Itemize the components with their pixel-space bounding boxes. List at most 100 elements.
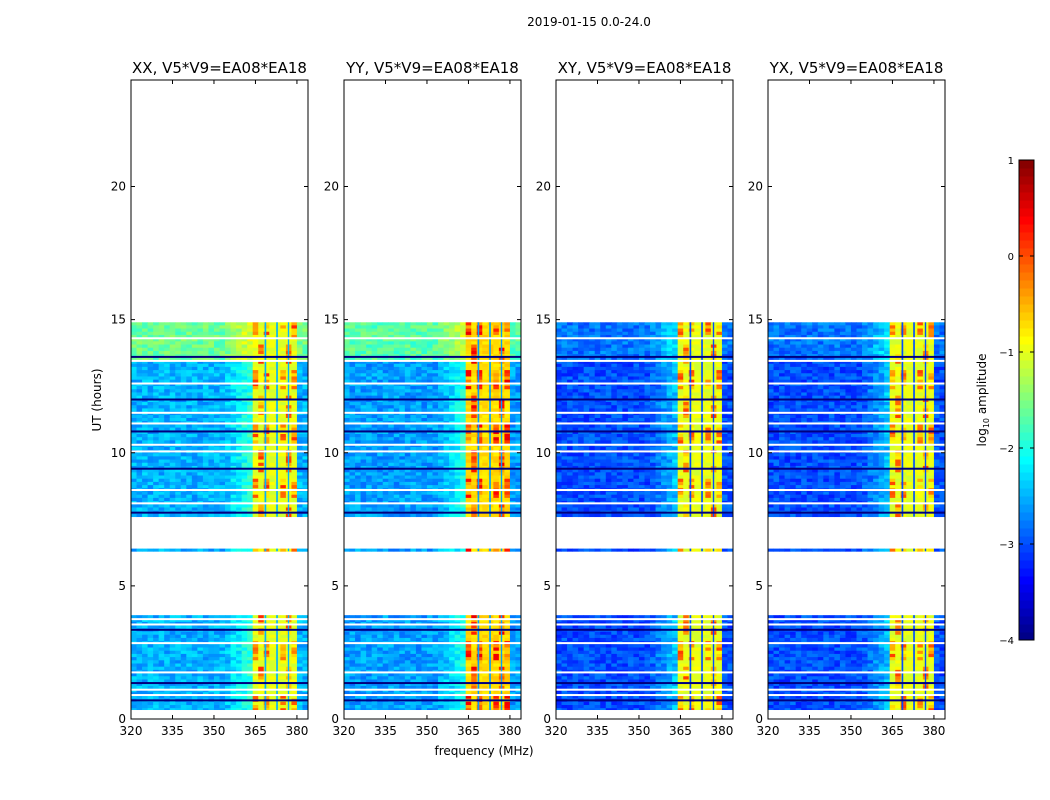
heatmap-cell (164, 376, 171, 380)
heatmap-cell (382, 682, 389, 686)
heatmap-cell (269, 369, 276, 374)
heatmap-cell (269, 353, 276, 358)
heatmap-cell (509, 478, 516, 482)
heatmap-cell (131, 446, 137, 450)
heatmap-cell (263, 701, 270, 706)
heatmap-cell (175, 494, 182, 498)
heatmap-cell (302, 666, 308, 670)
heatmap-cell (296, 356, 303, 361)
heatmap-cell (454, 484, 461, 489)
heatmap-cell (443, 465, 450, 470)
heatmap-cell (241, 353, 248, 358)
heatmap-cell (197, 439, 204, 444)
heatmap-cell (236, 366, 243, 371)
heatmap-cell (158, 369, 165, 374)
heatmap-cell (393, 481, 400, 486)
heatmap-cell (158, 497, 165, 502)
heatmap-cell (258, 392, 265, 396)
heatmap-cell (186, 471, 193, 476)
heatmap-cell (504, 663, 511, 667)
heatmap-cell (504, 471, 511, 476)
heatmap-cell (371, 446, 378, 450)
heatmap-cell (175, 491, 182, 495)
heatmap-cell (263, 650, 270, 654)
heatmap-cell (280, 682, 287, 686)
heatmap-cell (449, 455, 456, 460)
heatmap-cell (186, 621, 193, 626)
heatmap-cell (465, 675, 472, 680)
heatmap-cell (509, 475, 516, 479)
heatmap-cell (136, 475, 143, 479)
heatmap-cell (449, 675, 456, 680)
heatmap-cell (404, 452, 411, 457)
heatmap-cell (153, 503, 160, 508)
heatmap-cell (219, 497, 226, 502)
heatmap-cell (460, 621, 467, 626)
heatmap-cell (382, 647, 389, 651)
heatmap-cell (263, 653, 270, 658)
panel-frame (130, 79, 309, 720)
heatmap-cell (410, 701, 417, 706)
heatmap-cell (515, 481, 521, 486)
heatmap-cell (131, 452, 137, 457)
heatmap-cell (280, 494, 287, 498)
heatmap-cell (454, 621, 461, 626)
heatmap-cell (131, 376, 137, 380)
heatmap-cell (371, 462, 378, 466)
heatmap-cell (344, 439, 350, 444)
heatmap-cell (230, 379, 237, 383)
heatmap-cell (213, 679, 220, 683)
heatmap-cell (252, 427, 259, 431)
heatmap-cell (142, 631, 148, 635)
heatmap-cell (476, 656, 483, 661)
heatmap-cell (382, 669, 389, 674)
heatmap-cell (153, 350, 160, 355)
heatmap-cell (175, 459, 182, 463)
heatmap-cell (509, 624, 516, 629)
heatmap-cell (296, 344, 303, 348)
heatmap-cell (454, 433, 461, 438)
heatmap-cell (280, 436, 287, 441)
heatmap-cell (482, 436, 489, 441)
heatmap-cell (476, 675, 483, 680)
heatmap-cell (241, 682, 248, 686)
heatmap-cell (388, 478, 395, 482)
heatmap-cell (191, 388, 198, 393)
heatmap-cell (241, 424, 248, 428)
heatmap-cell (415, 424, 422, 428)
heatmap-cell (302, 379, 308, 383)
heatmap-cell (349, 679, 356, 683)
heatmap-cell (449, 669, 456, 674)
heatmap-cell (213, 455, 220, 460)
heatmap-cell (247, 322, 254, 326)
heatmap-cell (225, 691, 231, 696)
heatmap-cell (225, 624, 231, 629)
heatmap-cell (153, 455, 160, 460)
heatmap-cell (438, 701, 444, 706)
heatmap-cell (399, 643, 406, 648)
heatmap-cell (449, 548, 456, 552)
heatmap-cell (449, 424, 456, 428)
heatmap-cell (291, 360, 298, 364)
heatmap-cell (213, 347, 220, 351)
heatmap-cell (131, 672, 137, 677)
heatmap-cell (191, 507, 198, 511)
heatmap-cell (426, 631, 433, 635)
heatmap-cell (180, 669, 187, 674)
heatmap-cell (225, 427, 231, 431)
heatmap-cell (504, 682, 511, 686)
heatmap-cell (460, 503, 467, 508)
heatmap-cell (366, 666, 373, 670)
heatmap-cell (164, 615, 171, 619)
heatmap-cell (180, 679, 187, 683)
heatmap-cell (449, 691, 456, 696)
heatmap-cell (438, 695, 444, 699)
heatmap-cell (302, 475, 308, 479)
heatmap-cell (158, 353, 165, 358)
heatmap-cell (230, 340, 237, 345)
heatmap-cell (202, 446, 209, 450)
heatmap-cell (202, 427, 209, 431)
heatmap-cell (269, 666, 276, 670)
heatmap-cell (225, 682, 231, 686)
heatmap-cell (175, 704, 182, 709)
